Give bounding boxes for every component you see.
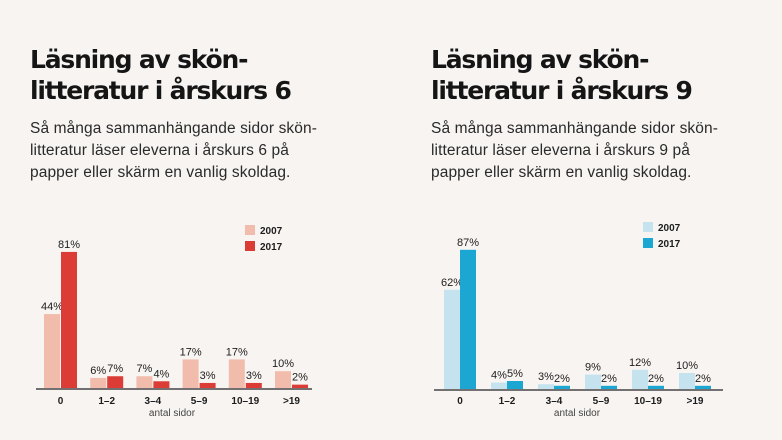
bar-2007-0 xyxy=(444,289,460,389)
x-tick-label: >19 xyxy=(687,396,704,407)
chart-subtitle: Så många sammanhängande sidor skön- litt… xyxy=(431,120,718,181)
data-label-2017-1: 5% xyxy=(507,368,523,380)
legend-label-2017: 2017 xyxy=(658,239,681,250)
bar-2017-4 xyxy=(245,382,262,388)
data-label-2017-3: 2% xyxy=(601,373,617,385)
data-label-2007-2: 3% xyxy=(538,371,554,383)
x-tick-label: 0 xyxy=(58,396,64,407)
bar-2007-1 xyxy=(90,377,107,388)
x-tick-label: 1–2 xyxy=(98,396,115,407)
legend-label-2007: 2007 xyxy=(658,223,681,234)
x-tick-label: 3–4 xyxy=(145,396,162,407)
bar-2007-1 xyxy=(491,382,507,389)
legend-swatch-2017 xyxy=(245,241,255,251)
data-label-2007-3: 17% xyxy=(180,346,202,358)
x-tick-label: 3–4 xyxy=(546,396,563,407)
legend-swatch-2007 xyxy=(643,222,653,232)
bar-2007-4 xyxy=(632,369,648,389)
data-label-2017-1: 7% xyxy=(107,363,123,375)
data-label-2017-5: 2% xyxy=(695,373,711,385)
bar-2017-1 xyxy=(507,381,523,389)
bar-2017-3 xyxy=(601,385,617,389)
bar-2017-0 xyxy=(61,251,77,388)
data-label-2007-2: 7% xyxy=(136,363,152,375)
x-tick-label: 1–2 xyxy=(499,396,516,407)
chart-panel-grade-6: Läsning av skön- litteratur i årskurs 6 … xyxy=(30,45,317,419)
data-label-2017-2: 4% xyxy=(153,368,169,380)
legend-swatch-2017 xyxy=(643,238,653,248)
bar-2007-2 xyxy=(136,376,153,388)
bar-2017-3 xyxy=(199,382,216,388)
data-label-2017-0: 81% xyxy=(58,239,80,251)
bar-2017-2 xyxy=(153,381,170,388)
chart-subtitle: Så många sammanhängande sidor skön- litt… xyxy=(30,120,317,181)
data-label-2007-1: 4% xyxy=(491,370,507,382)
data-label-2007-0: 62% xyxy=(441,277,463,289)
x-tick-label: 10–19 xyxy=(231,396,259,407)
bar-2017-2 xyxy=(554,385,570,389)
bar-2007-4 xyxy=(228,359,245,388)
x-tick-label: >19 xyxy=(283,396,300,407)
data-label-2017-3: 3% xyxy=(200,370,216,382)
data-label-2007-5: 10% xyxy=(676,360,698,372)
x-axis-label: antal sidor xyxy=(554,408,601,419)
data-label-2007-5: 10% xyxy=(272,358,294,370)
x-tick-label: 0 xyxy=(457,396,463,407)
bar-2017-1 xyxy=(107,376,124,388)
bar-2007-2 xyxy=(538,384,554,389)
data-label-2007-4: 12% xyxy=(629,357,651,369)
data-label-2007-0: 44% xyxy=(41,301,63,313)
legend-label-2017: 2017 xyxy=(260,242,283,253)
x-tick-label: 10–19 xyxy=(634,396,662,407)
chart-panel-grade-9: Läsning av skön- litteratur i årskurs 9 … xyxy=(391,0,782,440)
x-tick-label: 5–9 xyxy=(191,396,208,407)
data-label-2007-1: 6% xyxy=(90,365,106,377)
chart-title: Läsning av skön- litteratur i årskurs 9 xyxy=(431,45,693,105)
bar-2007-3 xyxy=(182,359,199,388)
bar-2017-5 xyxy=(695,385,711,389)
data-label-2007-4: 17% xyxy=(226,346,248,358)
bar-2007-3 xyxy=(585,374,601,389)
bar-2017-5 xyxy=(292,384,308,388)
data-label-2017-2: 2% xyxy=(554,373,570,385)
x-tick-label: 5–9 xyxy=(593,396,610,407)
data-label-2017-4: 3% xyxy=(246,370,262,382)
data-label-2007-3: 9% xyxy=(585,362,601,374)
x-axis-label: antal sidor xyxy=(149,408,196,419)
bar-2007-5 xyxy=(679,373,695,389)
legend-label-2007: 2007 xyxy=(260,226,283,237)
bar-2017-0 xyxy=(460,249,476,389)
data-label-2017-0: 87% xyxy=(457,237,479,249)
bar-2007-5 xyxy=(275,371,291,388)
legend-swatch-2007 xyxy=(245,225,255,235)
chart-title: Läsning av skön- litteratur i årskurs 6 xyxy=(30,45,292,105)
data-label-2017-5: 2% xyxy=(292,372,308,384)
bar-2017-4 xyxy=(648,385,664,389)
data-label-2017-4: 2% xyxy=(648,373,664,385)
bar-2007-0 xyxy=(44,314,60,388)
